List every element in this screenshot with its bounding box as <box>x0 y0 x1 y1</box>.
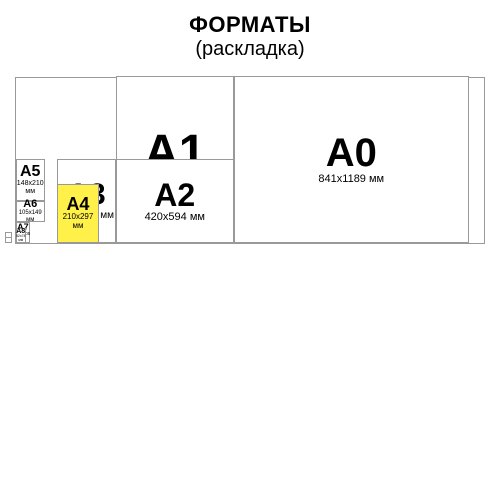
format-label: A4 <box>66 195 89 213</box>
format-box-a8: A852x74 мм <box>16 228 26 243</box>
page-subtitle: (раскладка) <box>189 38 311 61</box>
format-box-a4: A4210x297 мм <box>57 184 99 243</box>
format-box-a2: A2420x594 мм <box>116 159 234 242</box>
format-dimensions: 148x210 мм <box>17 180 44 195</box>
format-box-a6: A6105x149 мм <box>16 201 45 222</box>
paper-format-diagram: A0841x1189 ммA1594x841 ммA2420x594 ммA32… <box>15 77 486 244</box>
format-dimensions: 841x1189 мм <box>318 173 384 185</box>
format-dimensions: 52x74 мм <box>16 235 26 243</box>
format-dimensions: 210x297 мм <box>63 213 94 231</box>
page-title: ФОРМАТЫ <box>189 12 311 38</box>
format-box-a0: A0841x1189 мм <box>234 76 469 243</box>
format-box-a5: A5148x210 мм <box>16 159 45 201</box>
format-label: A5 <box>20 164 40 180</box>
format-label: A2 <box>154 179 195 211</box>
format-label: A0 <box>326 133 377 173</box>
format-box-tiny2 <box>5 237 12 242</box>
format-dimensions: 420x594 мм <box>145 211 205 223</box>
format-label: A6 <box>23 199 37 210</box>
